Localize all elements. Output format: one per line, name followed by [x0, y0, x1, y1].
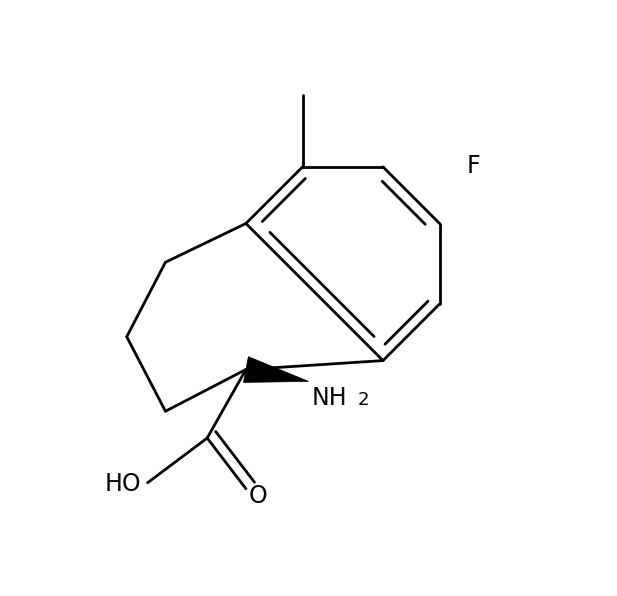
Text: F: F	[466, 154, 480, 178]
Text: O: O	[249, 484, 268, 508]
Text: HO: HO	[105, 472, 142, 496]
Polygon shape	[244, 356, 308, 383]
Text: 2: 2	[358, 391, 370, 409]
Text: NH: NH	[312, 386, 347, 410]
